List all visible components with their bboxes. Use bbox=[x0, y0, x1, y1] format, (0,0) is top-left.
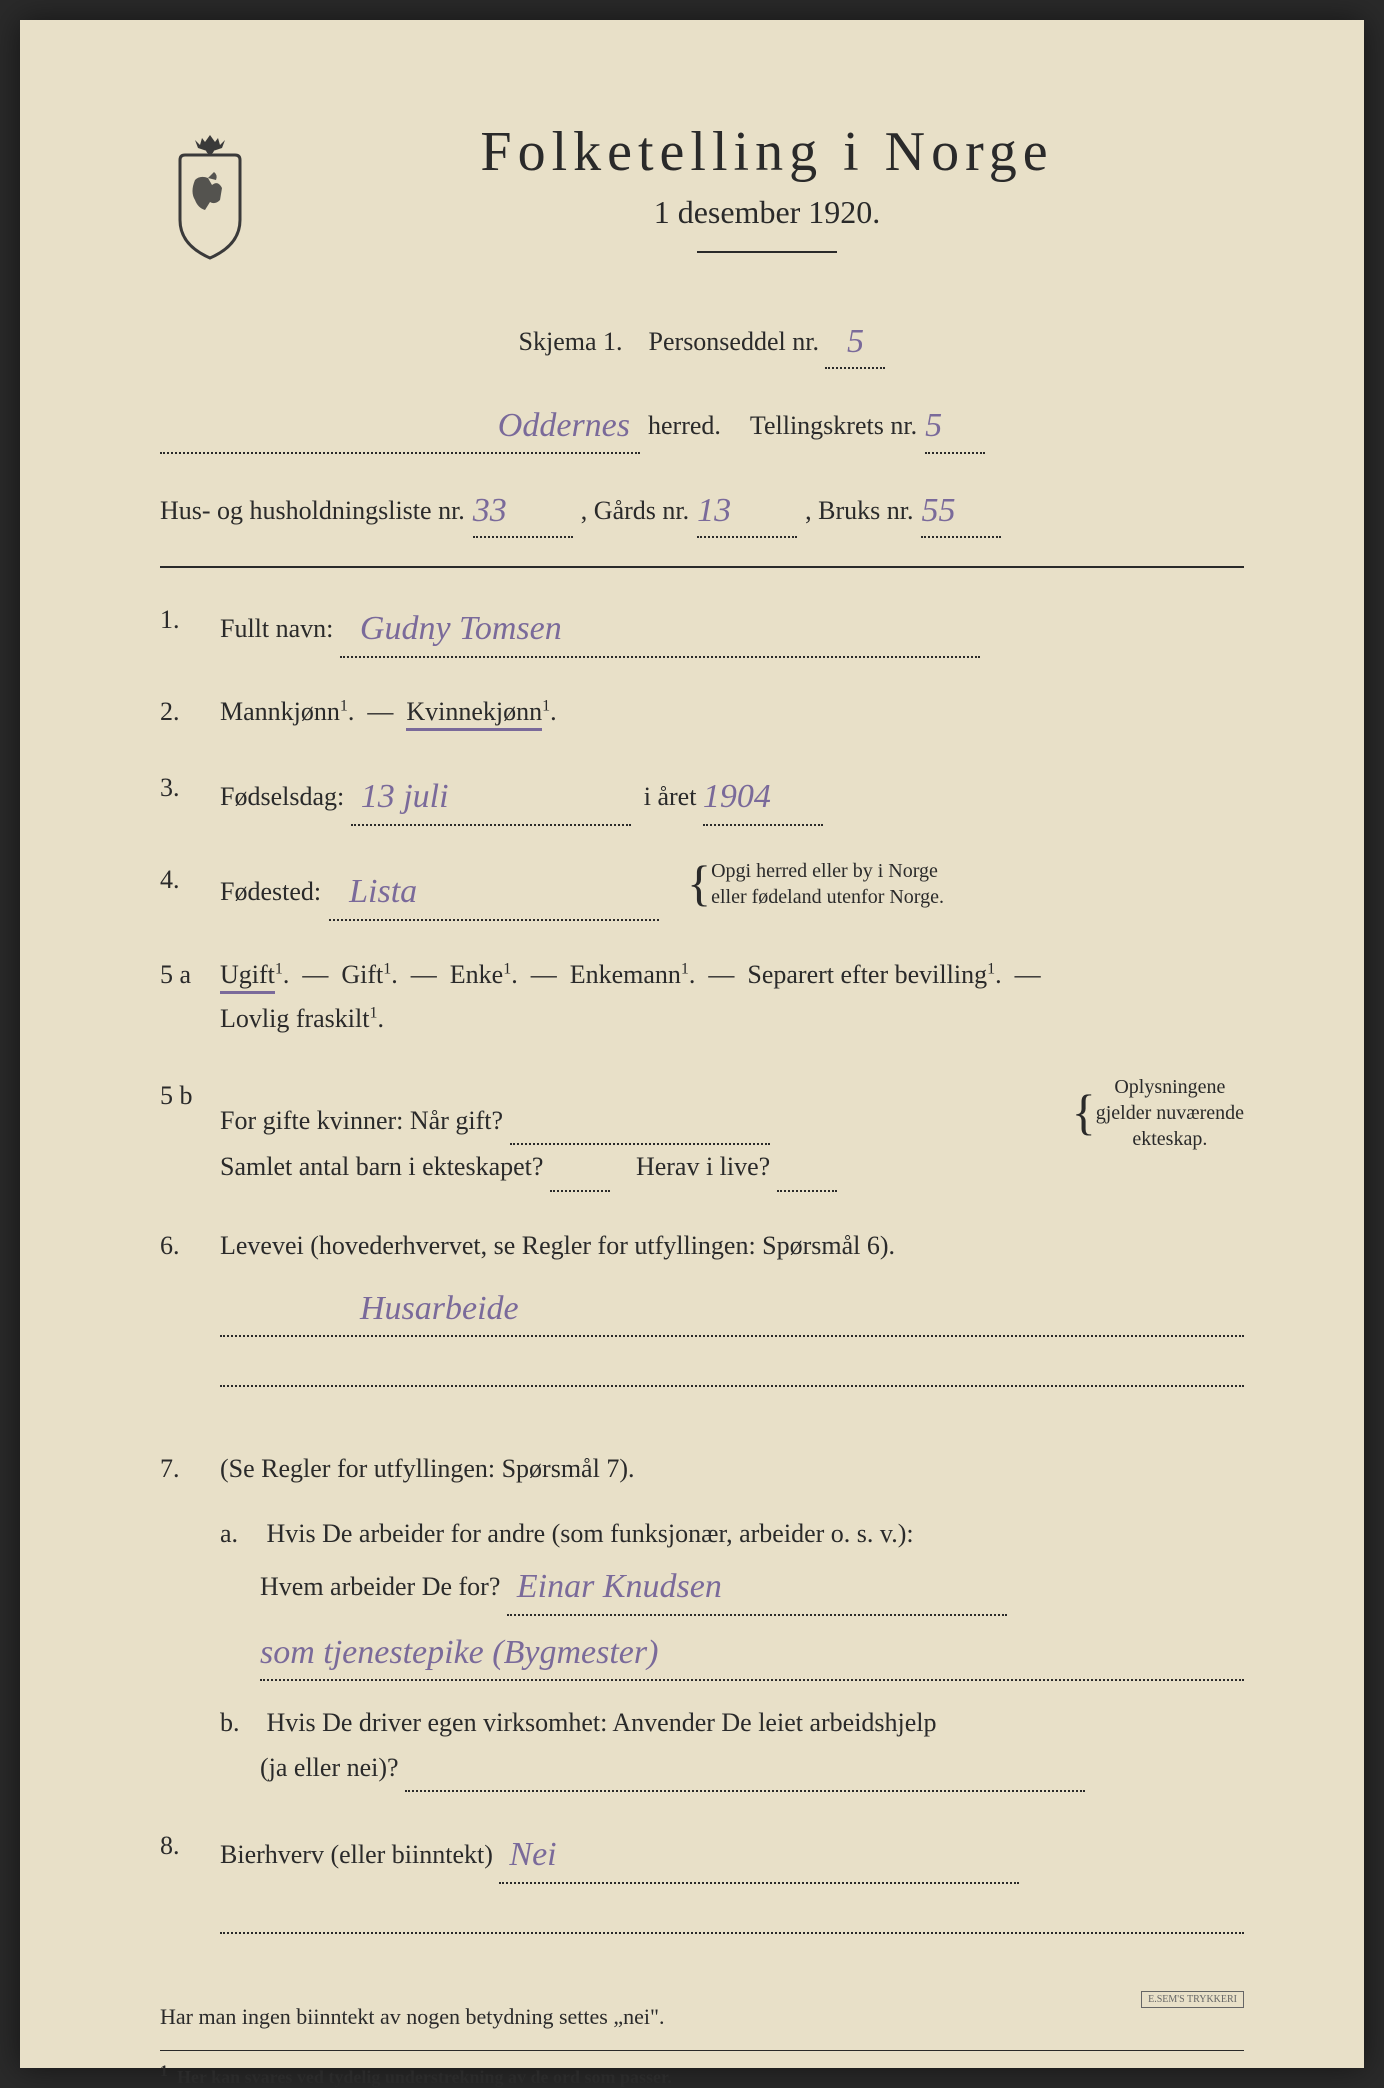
skjema-line: Skjema 1. Personseddel nr. 5 bbox=[160, 313, 1244, 369]
q7b-line1: Hvis De driver egen virksomhet: Anvender… bbox=[267, 1708, 937, 1737]
q8-num: 8. bbox=[160, 1824, 220, 1962]
q6-num: 6. bbox=[160, 1224, 220, 1416]
q7b-line2: (ja eller nei)? bbox=[260, 1753, 399, 1782]
bruks-label: , Bruks nr. bbox=[805, 490, 913, 532]
questions-section: 1. Fullt navn: Gudny Tomsen 2. Mannkjønn… bbox=[160, 566, 1244, 2087]
q5a-row: 5 a Ugift1. — Gift1. — Enke1. — Enkemann… bbox=[160, 953, 1244, 1041]
q8-label: Bierhverv (eller biinntekt) bbox=[220, 1840, 493, 1869]
q1-label: Fullt navn: bbox=[220, 614, 333, 643]
q7-label: (Se Regler for utfyllingen: Spørsmål 7). bbox=[220, 1454, 634, 1483]
q7a-line2: Hvem arbeider De for? bbox=[260, 1572, 500, 1601]
q3-row: 3. Fødselsdag: 13 juli i året 1904 bbox=[160, 766, 1244, 826]
q5a-opt4: Enkemann bbox=[570, 960, 681, 989]
q3-day-value: 13 juli bbox=[361, 778, 449, 815]
herred-label: herred. bbox=[648, 405, 721, 447]
q7a-value1: Einar Knudsen bbox=[517, 1568, 722, 1605]
q3-year-label: i året bbox=[644, 782, 697, 811]
gards-value: 13 bbox=[697, 492, 731, 529]
coat-of-arms-icon bbox=[160, 130, 260, 260]
q7a-letter: a. bbox=[220, 1512, 260, 1556]
q7a-value2: som tjenestepike (Bygmester) bbox=[260, 1634, 658, 1671]
q2-row: 2. Mannkjønn1. — Kvinnekjønn1. bbox=[160, 690, 1244, 734]
tellingskrets-value: 5 bbox=[925, 407, 942, 444]
husliste-value: 33 bbox=[473, 492, 507, 529]
q5b-label1: For gifte kvinner: Når gift? bbox=[220, 1106, 503, 1135]
q7b-letter: b. bbox=[220, 1701, 260, 1745]
bruks-value: 55 bbox=[921, 492, 955, 529]
q8-blank-line bbox=[220, 1904, 1244, 1934]
divider-line bbox=[697, 251, 837, 253]
skjema-label: Skjema 1. bbox=[519, 327, 623, 356]
q7-num: 7. bbox=[160, 1447, 220, 1791]
footer-note: Har man ingen biinntekt av nogen betydni… bbox=[160, 1994, 1244, 2030]
q2-num: 2. bbox=[160, 690, 220, 734]
q5b-row: 5 b For gifte kvinner: Når gift? Samlet … bbox=[160, 1074, 1244, 1192]
header: Folketelling i Norge 1 desember 1920. bbox=[160, 120, 1244, 283]
q3-num: 3. bbox=[160, 766, 220, 826]
q6-value: Husarbeide bbox=[360, 1290, 519, 1327]
herred-value: Oddernes bbox=[498, 407, 630, 444]
q8-row: 8. Bierhverv (eller biinntekt) Nei bbox=[160, 1824, 1244, 1962]
q2-opt2-selected: Kvinnekjønn bbox=[406, 697, 542, 731]
footnote-line: 1 Her kan svares ved tydelig understrekn… bbox=[160, 2050, 1244, 2088]
husliste-line: Hus- og husholdningsliste nr. 33 , Gårds… bbox=[160, 482, 1244, 538]
q5b-note: { Oplysningene gjelder nuværende ekteska… bbox=[1072, 1074, 1244, 1152]
q8-value: Nei bbox=[509, 1836, 556, 1873]
q6-label: Levevei (hovederhvervet, se Regler for u… bbox=[220, 1231, 895, 1260]
q5a-opt6: Lovlig fraskilt bbox=[220, 1004, 369, 1033]
census-form-page: Folketelling i Norge 1 desember 1920. Sk… bbox=[20, 20, 1364, 2068]
q4-note: { Opgi herred eller by i Norge eller fød… bbox=[687, 858, 944, 910]
personseddel-value: 5 bbox=[847, 323, 864, 360]
q3-label: Fødselsdag: bbox=[220, 782, 344, 811]
gards-label: , Gårds nr. bbox=[581, 490, 689, 532]
q7a-line1: Hvis De arbeider for andre (som funksjon… bbox=[267, 1519, 914, 1548]
q5a-opt1-selected: Ugift bbox=[220, 960, 275, 994]
main-title: Folketelling i Norge bbox=[290, 120, 1244, 184]
q2-opt1: Mannkjønn bbox=[220, 697, 340, 726]
q5a-opt2: Gift bbox=[341, 960, 383, 989]
q1-value: Gudny Tomsen bbox=[360, 610, 562, 647]
q1-num: 1. bbox=[160, 598, 220, 658]
footnote-text: Her kan svares ved tydelig understreknin… bbox=[177, 2067, 672, 2087]
q3-year-value: 1904 bbox=[703, 778, 771, 815]
q4-num: 4. bbox=[160, 858, 220, 921]
herred-line: Oddernes herred. Tellingskrets nr. 5 bbox=[160, 397, 1244, 453]
q4-value: Lista bbox=[349, 873, 417, 910]
husliste-label: Hus- og husholdningsliste nr. bbox=[160, 490, 465, 532]
q5b-num: 5 b bbox=[160, 1074, 220, 1192]
q1-row: 1. Fullt navn: Gudny Tomsen bbox=[160, 598, 1244, 658]
title-block: Folketelling i Norge 1 desember 1920. bbox=[290, 120, 1244, 283]
q5b-label2: Samlet antal barn i ekteskapet? bbox=[220, 1152, 543, 1181]
tellingskrets-label: Tellingskrets nr. bbox=[750, 405, 917, 447]
q7-row: 7. (Se Regler for utfyllingen: Spørsmål … bbox=[160, 1447, 1244, 1791]
personseddel-label: Personseddel nr. bbox=[649, 327, 819, 356]
q6-row: 6. Levevei (hovederhvervet, se Regler fo… bbox=[160, 1224, 1244, 1416]
q6-blank-line bbox=[220, 1357, 1244, 1387]
q4-label: Fødested: bbox=[220, 870, 321, 914]
subtitle: 1 desember 1920. bbox=[290, 194, 1244, 231]
q5a-opt5: Separert efter bevilling bbox=[747, 960, 987, 989]
q5b-label3: Herav i live? bbox=[636, 1152, 770, 1181]
printer-mark: E.SEM'S TRYKKERI bbox=[1141, 1991, 1244, 2008]
q4-row: 4. Fødested: Lista { Opgi herred eller b… bbox=[160, 858, 1244, 921]
q5a-num: 5 a bbox=[160, 953, 220, 1041]
q5a-opt3: Enke bbox=[450, 960, 503, 989]
